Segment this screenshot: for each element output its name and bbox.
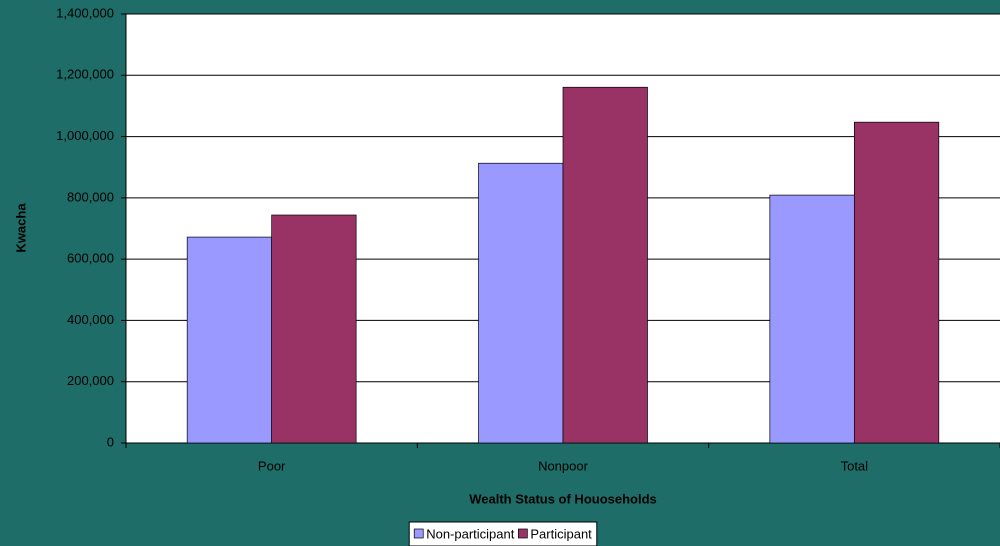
x-tick-label: Total	[841, 458, 869, 473]
y-tick-label: 1,000,000	[56, 128, 114, 143]
legend-label: Non-participant	[426, 526, 515, 541]
bar	[853, 121, 940, 444]
y-tick-label: 800,000	[67, 189, 114, 204]
bar	[186, 236, 273, 444]
x-axis-title: Wealth Status of Houoseholds	[469, 491, 657, 506]
y-tick-label: 1,200,000	[56, 67, 114, 82]
bar	[271, 214, 357, 444]
y-tick-label: 1,400,000	[56, 5, 114, 20]
bar	[478, 162, 564, 444]
y-tick-label: 400,000	[67, 312, 114, 327]
legend-swatch	[518, 528, 528, 539]
legend-swatch	[413, 528, 424, 539]
y-tick-label: 200,000	[67, 373, 114, 388]
y-axis-title: Kwacha	[13, 203, 28, 253]
y-tick-label: 0	[107, 434, 114, 449]
x-tick-label: Poor	[258, 458, 286, 473]
legend-label: Participant	[530, 526, 592, 541]
x-tick-label: Nonpoor	[538, 458, 589, 473]
bar	[769, 194, 855, 444]
y-tick-label: 600,000	[67, 251, 114, 266]
bar	[562, 86, 648, 444]
legend	[408, 521, 598, 546]
